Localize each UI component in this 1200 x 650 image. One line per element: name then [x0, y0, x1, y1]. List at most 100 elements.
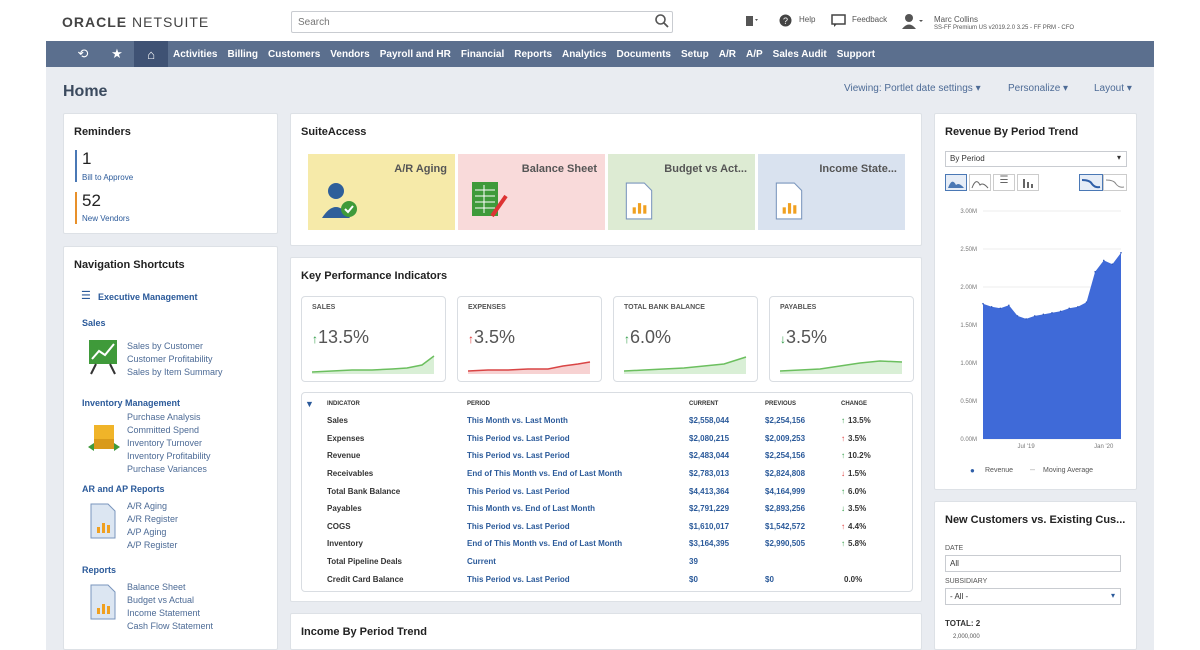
suiteaccess-tile-ar-aging[interactable]: A/R Aging [308, 154, 455, 230]
period-link[interactable]: This Period vs. Last Period [467, 433, 570, 443]
revenue-data-point[interactable] [1102, 259, 1105, 262]
col-previous[interactable]: PREVIOUS [765, 401, 797, 407]
step-line-toggle[interactable] [1103, 174, 1127, 191]
search-icon[interactable] [654, 13, 670, 29]
reminder-label[interactable]: Bill to Approve [82, 173, 134, 182]
subsidiary-select[interactable]: - All - ▾ [945, 588, 1121, 605]
revenue-data-point[interactable] [1008, 304, 1010, 307]
tab-payroll-hr[interactable]: Payroll and HR [379, 48, 451, 60]
shortcut-link[interactable]: Budget vs Actual [127, 595, 195, 605]
period-link[interactable]: This Period vs. Last Period [467, 521, 570, 531]
collapse-toggle[interactable]: ▼ [303, 396, 325, 412]
revenue-data-point[interactable] [990, 305, 993, 308]
recent-icon[interactable]: ⟲ [77, 46, 89, 61]
kpi-table-row[interactable]: Inventory End of This Month vs. End of La… [303, 535, 911, 553]
kpi-box-sales[interactable]: SALES ↑13.5% [301, 296, 446, 382]
revenue-data-point[interactable] [1094, 271, 1096, 273]
revenue-data-point[interactable] [1051, 312, 1053, 314]
revenue-data-point[interactable] [1120, 252, 1122, 254]
shortcut-link[interactable]: Sales by Customer [127, 341, 204, 351]
reminder-count[interactable]: 52 [82, 191, 101, 210]
tab-support[interactable]: Support [836, 48, 876, 60]
favorites-star-icon[interactable]: ★ [111, 46, 123, 61]
shortcut-link[interactable]: A/P Register [127, 540, 178, 550]
kpi-table-row[interactable]: Expenses This Period vs. Last Period $2,08… [303, 430, 911, 448]
revenue-data-point[interactable] [1068, 307, 1071, 310]
period-link[interactable]: This Period vs. Last Period [467, 574, 570, 584]
kpi-table-row[interactable]: Receivables End of This Month vs. End of … [303, 465, 911, 483]
revenue-data-point[interactable] [999, 307, 1002, 310]
kpi-box-expenses[interactable]: EXPENSES ↑3.5% [457, 296, 602, 382]
tab-ar[interactable]: A/R [718, 48, 736, 60]
period-select[interactable]: By Period ▾ [945, 151, 1127, 167]
home-icon[interactable]: ⌂ [134, 41, 168, 67]
personalize-dropdown[interactable]: Personalize ▾ [1008, 83, 1068, 94]
kpi-box-payables[interactable]: PAYABLES ↓3.5% [769, 296, 914, 382]
reminder-label[interactable]: New Vendors [82, 214, 130, 223]
kpi-box-total-bank-balance[interactable]: TOTAL BANK BALANCE ↑6.0% [613, 296, 758, 382]
period-link[interactable]: This Month vs. End of Last Month [467, 504, 595, 514]
kpi-table-row[interactable]: Sales This Month vs. Last Month $2,558,044… [303, 412, 911, 430]
shortcut-link[interactable]: A/R Register [127, 514, 179, 524]
tab-ap[interactable]: A/P [745, 48, 763, 60]
suiteaccess-tile-budget-vs-actual[interactable]: Budget vs Act... [608, 154, 755, 230]
tab-customers[interactable]: Customers [268, 48, 321, 60]
kpi-table-row[interactable]: Total Bank Balance This Period vs. Last P… [303, 482, 911, 500]
revenue-data-point[interactable] [1077, 305, 1079, 308]
period-link[interactable]: End of This Month vs. End of Last Month [467, 539, 623, 549]
shortcut-link[interactable]: Cash Flow Statement [127, 621, 214, 631]
revenue-data-point[interactable] [1042, 313, 1045, 316]
suiteaccess-tile-income-statement[interactable]: Income State... [758, 154, 905, 230]
suiteaccess-tile-balance-sheet[interactable]: Balance Sheet [458, 154, 605, 230]
col-indicator[interactable]: INDICATOR [327, 401, 360, 407]
period-link[interactable]: This Month vs. Last Month [467, 416, 568, 426]
global-search-input[interactable] [291, 11, 673, 33]
user-menu[interactable]: Marc Collins SS-FF Premium US v2019.2.0 … [934, 15, 1074, 33]
tab-financial[interactable]: Financial [460, 48, 505, 60]
shortcut-link[interactable]: A/P Aging [127, 527, 167, 537]
kpi-table-row[interactable]: Total Pipeline Deals Current 39 [303, 553, 911, 571]
column-chart-toggle[interactable] [1017, 174, 1039, 191]
shortcut-link[interactable]: Inventory Profitability [127, 451, 211, 461]
shortcut-link[interactable]: Income Statement [127, 608, 201, 618]
tab-documents[interactable]: Documents [616, 48, 671, 60]
kpi-table-row[interactable]: Revenue This Period vs. Last Period $2,483… [303, 447, 911, 465]
revenue-data-point[interactable] [1085, 301, 1088, 303]
layout-dropdown[interactable]: Layout ▾ [1094, 83, 1132, 94]
revenue-data-point[interactable] [1016, 315, 1019, 317]
col-period[interactable]: PERIOD [467, 401, 491, 407]
revenue-area-series[interactable] [983, 252, 1121, 439]
recent-records-icon[interactable] [744, 14, 760, 28]
help-icon[interactable]: ? [779, 14, 792, 27]
period-link[interactable]: This Period vs. Last Period [467, 486, 570, 496]
help-link[interactable]: Help [799, 15, 816, 24]
revenue-data-point[interactable] [1059, 310, 1062, 313]
shortcut-link[interactable]: Purchase Variances [127, 464, 207, 474]
period-link[interactable]: This Period vs. Last Period [467, 451, 570, 461]
tab-reports[interactable]: Reports [514, 48, 553, 60]
tab-analytics[interactable]: Analytics [562, 48, 607, 60]
legend-revenue[interactable]: Revenue [985, 467, 1014, 474]
netsuite-logo[interactable]: ORACLE NETSUITE [62, 14, 210, 30]
shortcut-link[interactable]: Customer Profitability [127, 354, 213, 364]
period-link[interactable]: Current [467, 557, 496, 567]
shortcut-link[interactable]: Committed Spend [127, 425, 200, 435]
feedback-link[interactable]: Feedback [852, 15, 888, 24]
kpi-table-row[interactable]: Credit Card Balance This Period vs. Last … [303, 570, 911, 588]
legend-moving-average[interactable]: Moving Average [1043, 467, 1094, 474]
date-filter-input[interactable]: All [945, 555, 1121, 572]
area-chart-toggle[interactable] [945, 174, 967, 191]
feedback-icon[interactable] [831, 14, 846, 27]
shortcut-link[interactable]: Balance Sheet [127, 582, 186, 592]
col-change[interactable]: CHANGE [841, 401, 868, 407]
shortcut-link[interactable]: Inventory Turnover [127, 438, 203, 448]
revenue-data-point[interactable] [982, 302, 984, 305]
reminder-count[interactable]: 1 [82, 149, 92, 168]
tab-vendors[interactable]: Vendors [330, 48, 370, 60]
kpi-table-row[interactable]: COGS This Period vs. Last Period $1,610,01… [303, 518, 911, 536]
shortcut-link[interactable]: A/R Aging [127, 501, 168, 511]
tab-activities[interactable]: Activities [173, 48, 218, 60]
revenue-data-point[interactable] [1111, 263, 1114, 265]
shortcut-link[interactable]: Sales by Item Summary [127, 367, 223, 377]
line-chart-toggle[interactable] [969, 174, 991, 191]
